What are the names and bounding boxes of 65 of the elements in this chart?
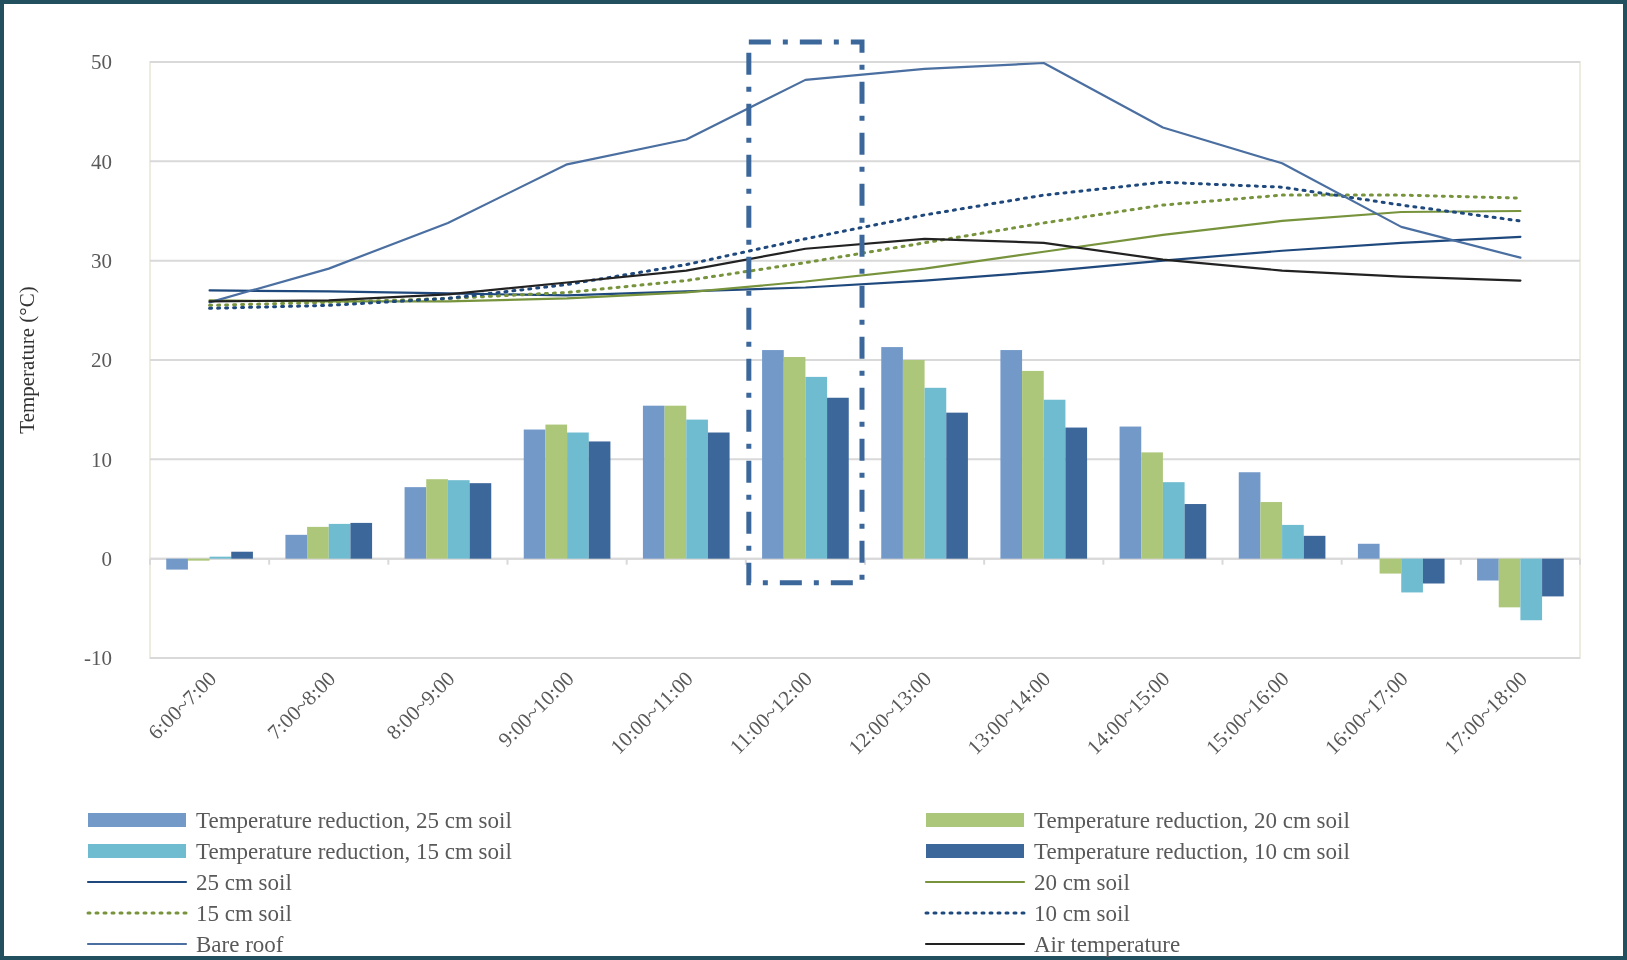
legend-label: Temperature reduction, 25 cm soil [196, 808, 512, 834]
y-tick-label: 40 [91, 149, 112, 174]
bar [1022, 370, 1044, 559]
bar [1498, 558, 1521, 608]
legend-label: Temperature reduction, 10 cm soil [1034, 839, 1350, 865]
bar [447, 480, 470, 559]
bar [545, 424, 568, 559]
bar [307, 526, 329, 559]
bar [285, 534, 308, 559]
bar [523, 429, 546, 559]
bar [664, 405, 687, 559]
bar [1401, 558, 1423, 593]
bar [1000, 350, 1023, 559]
bar [924, 387, 947, 559]
legend-label: 25 cm soil [196, 870, 292, 896]
bar [642, 405, 665, 559]
bar [231, 551, 253, 559]
bar [1119, 426, 1142, 559]
bar [881, 347, 903, 559]
y-axis-title: Temperature (°C) [15, 286, 39, 434]
bar [469, 483, 492, 559]
bar [1282, 524, 1304, 559]
bar [902, 360, 925, 559]
bar [1303, 535, 1326, 559]
line-series [208, 61, 1522, 304]
bar [1260, 502, 1283, 559]
bar [1520, 558, 1543, 621]
y-tick-label: 10 [91, 447, 112, 472]
y-tick-label: 0 [101, 547, 112, 572]
legend-label: Temperature reduction, 20 cm soil [1034, 808, 1350, 834]
legend-label: 20 cm soil [1034, 870, 1130, 896]
legend-label: 15 cm soil [196, 901, 292, 927]
bar [686, 419, 708, 559]
bar [827, 397, 849, 559]
bar [1542, 558, 1564, 597]
bar [1184, 504, 1207, 559]
bar [166, 558, 188, 570]
bar [707, 432, 730, 559]
bar [783, 357, 806, 559]
legend-label: 10 cm soil [1034, 901, 1130, 927]
bar [350, 522, 373, 559]
bar [1238, 472, 1261, 559]
bar [1357, 543, 1380, 559]
bar [588, 441, 611, 559]
bar [1379, 558, 1402, 574]
y-tick-label: 30 [91, 249, 112, 274]
bar [762, 350, 784, 559]
y-tick-label: 20 [91, 348, 112, 373]
bar [328, 523, 351, 559]
bar [1141, 452, 1163, 559]
y-tick-label: 50 [91, 50, 112, 75]
bar [1043, 399, 1066, 559]
bar [805, 376, 828, 559]
bar [1422, 558, 1445, 584]
bar [946, 412, 968, 559]
legend-label: Temperature reduction, 15 cm soil [196, 839, 512, 865]
legend-label: Bare roof [196, 932, 284, 958]
bar [1162, 482, 1185, 559]
bar [1065, 427, 1088, 559]
bar [404, 487, 427, 559]
bar [1477, 558, 1499, 581]
bar [567, 432, 589, 559]
legend-label: Air temperature [1034, 932, 1181, 958]
y-tick-label: -10 [84, 646, 112, 671]
bar [426, 479, 448, 559]
